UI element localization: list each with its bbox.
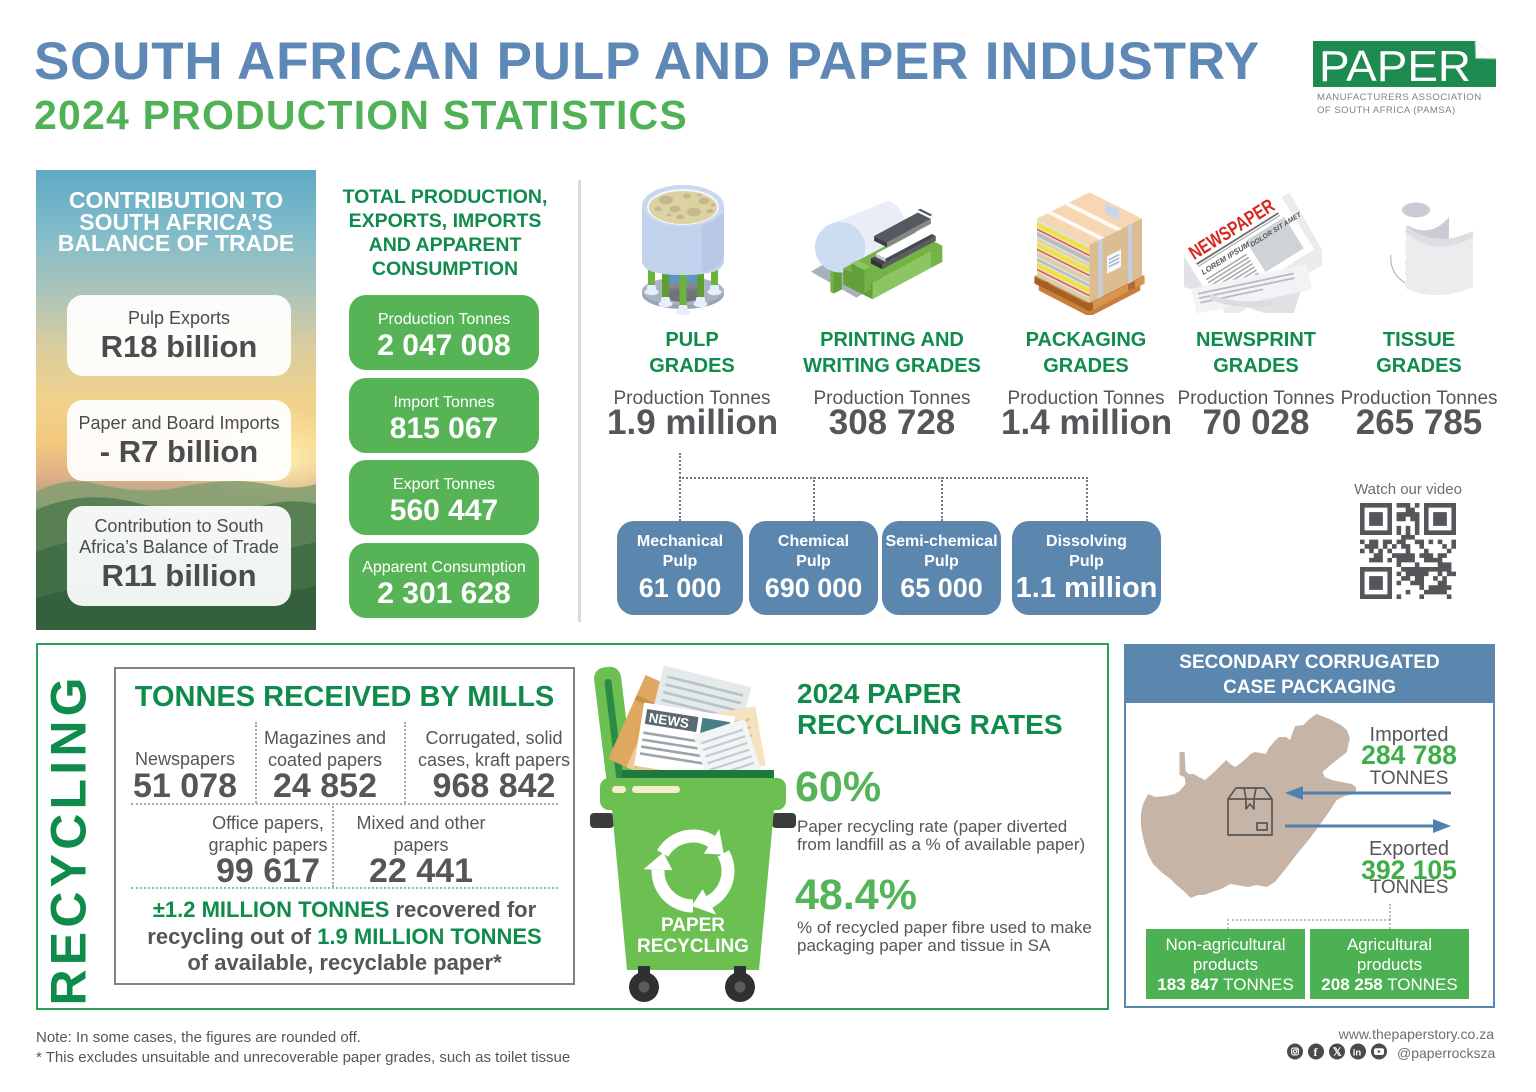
svg-text:in: in xyxy=(1353,1047,1362,1058)
svg-text:PAPER: PAPER xyxy=(661,915,725,936)
svg-text:f: f xyxy=(1314,1045,1319,1059)
svg-text:𝕏: 𝕏 xyxy=(1333,1047,1342,1059)
svg-text:PAPER: PAPER xyxy=(1319,42,1471,87)
svg-text:NEWS: NEWS xyxy=(648,710,690,731)
svg-text:RECYCLING: RECYCLING xyxy=(637,936,749,957)
